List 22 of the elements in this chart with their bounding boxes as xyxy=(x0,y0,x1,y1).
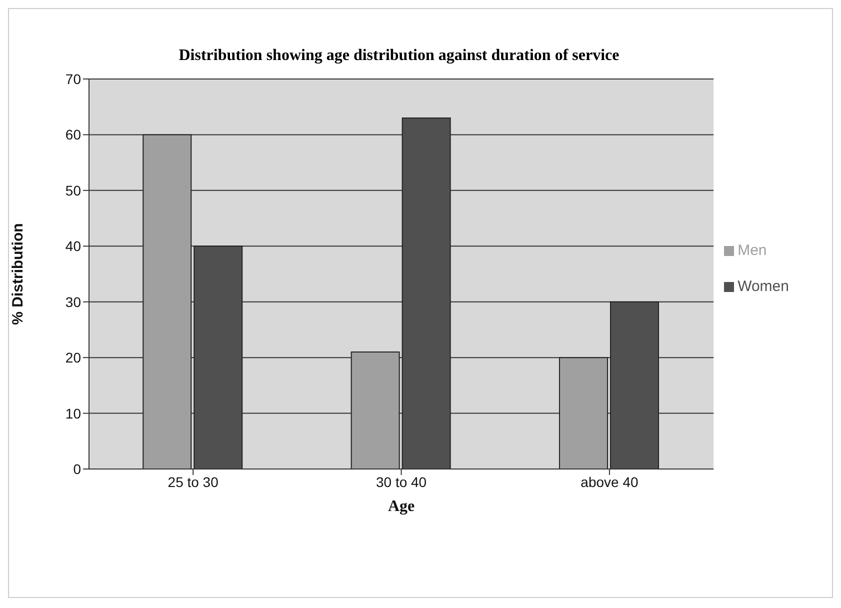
bar xyxy=(610,301,660,469)
y-tick-label: 10 xyxy=(65,405,82,422)
y-tick-label: 20 xyxy=(65,350,82,366)
bar xyxy=(194,246,243,469)
y-tick-label: 60 xyxy=(65,126,82,143)
bar xyxy=(350,352,400,469)
y-axis-title: % Distribution xyxy=(9,223,26,325)
bar xyxy=(559,357,608,469)
x-tick-label: 30 to 40 xyxy=(376,474,427,490)
chart-title: Distribution showing age distribution against duration of service xyxy=(178,47,620,65)
y-tick-label: 40 xyxy=(65,238,82,254)
bar xyxy=(142,134,192,469)
legend-label: Men xyxy=(738,242,767,259)
x-tick-label: 25 to 30 xyxy=(168,474,219,490)
x-tick-label: above 40 xyxy=(580,474,638,490)
bar xyxy=(402,118,451,469)
y-tick-label: 30 xyxy=(65,294,82,310)
y-tick-label: 70 xyxy=(65,70,82,87)
x-axis-title: Age xyxy=(388,498,415,515)
y-tick-label: 0 xyxy=(73,460,82,477)
y-tick-label: 50 xyxy=(65,182,82,198)
legend-label: Women xyxy=(738,278,789,295)
